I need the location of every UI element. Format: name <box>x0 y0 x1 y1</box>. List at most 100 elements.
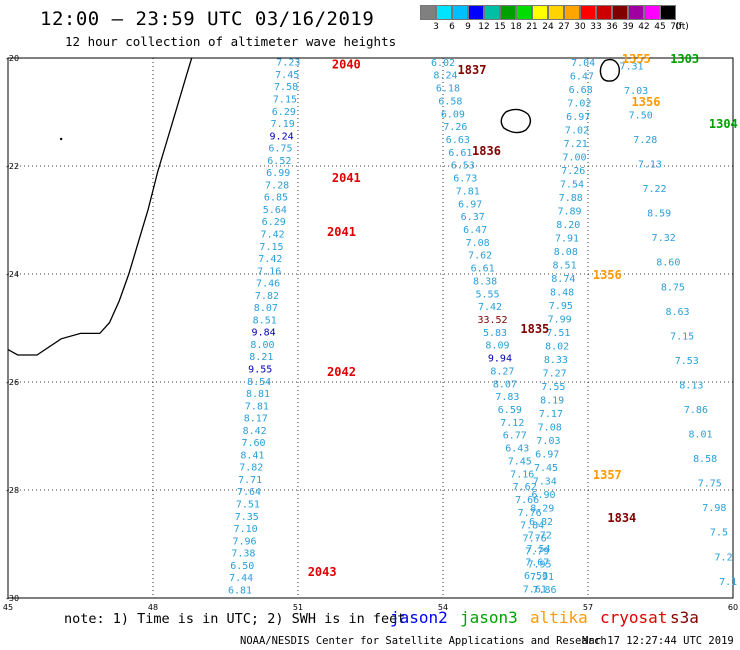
swh-value-label: 7.15 <box>259 242 283 253</box>
swh-value-label: 7.86 <box>684 405 708 416</box>
swh-value-label: 7.17 <box>539 409 563 420</box>
legend-label: 70 <box>670 22 682 32</box>
islet-dot <box>59 137 63 141</box>
swh-value-label: 7.88 <box>559 193 583 204</box>
pass-label: 1356 <box>593 268 622 282</box>
swh-value-label: 7.1 <box>719 577 737 588</box>
swh-value-label: 7.02 <box>567 99 591 110</box>
pass-label: 1835 <box>520 322 549 336</box>
swh-value-label: 6.09 <box>441 109 465 120</box>
swh-value-label: 7.83 <box>495 392 519 403</box>
x-tick-label: 60 <box>728 603 738 612</box>
swh-value-label: 7.38 <box>231 549 255 560</box>
swh-value-label: 9.24 <box>270 131 294 142</box>
legend-label: 3 <box>433 22 439 32</box>
reunion-island <box>500 108 532 134</box>
swh-value-label: 8.81 <box>246 389 270 400</box>
swh-value-label: 7.62 <box>468 251 492 262</box>
swh-value-label: 7.81 <box>456 186 480 197</box>
swh-value-label: 8.54 <box>247 377 271 388</box>
swh-value-label: 8.58 <box>693 454 717 465</box>
swh-value-label: 7.02 <box>565 126 589 137</box>
pass-label: 2041 <box>327 225 356 239</box>
swh-value-label: 9.94 <box>488 354 512 365</box>
swh-value-label: 7.15 <box>273 95 297 106</box>
legend-label: 30 <box>574 22 586 32</box>
pass-label: 2041 <box>332 171 361 185</box>
swh-value-label: 7.91 <box>530 572 554 583</box>
swh-value-label: 8.75 <box>661 282 685 293</box>
swh-value-label: 7.50 <box>629 110 653 121</box>
swh-value-label: 5.83 <box>483 328 507 339</box>
swh-value-label: 7.91 <box>555 234 579 245</box>
legend-swatch <box>644 5 660 20</box>
swh-value-label: 8.59 <box>647 209 671 220</box>
footer-note: note: 1) Time is in UTC; 2) SWH is in fe… <box>64 611 406 627</box>
swh-value-label: 7.55 <box>541 382 565 393</box>
legend-labels: 3 6 9 12 15 18 21 24 27 30 33 36 39 42 45 70 (ft) <box>420 20 689 34</box>
y-tick-label: -24 <box>6 270 19 279</box>
y-tick-label: -20 <box>6 54 19 63</box>
legend-label: 45 <box>654 22 666 32</box>
swh-value-label: 7.54 <box>560 180 584 191</box>
swh-value-label: 7.21 <box>564 139 588 150</box>
swh-value-label: 7.08 <box>466 238 490 249</box>
swh-value-label: 8.02 <box>545 342 569 353</box>
swh-value-label: 7.82 <box>239 463 263 474</box>
swh-value-label: 8.20 <box>556 220 580 231</box>
swh-value-label: 7.27 <box>543 369 567 380</box>
pass-label: 1357 <box>593 468 622 482</box>
x-tick-label: 51 <box>293 603 303 612</box>
swh-value-label: 7.13 <box>638 160 662 171</box>
swh-value-label: 6.52 <box>267 156 291 167</box>
swh-value-label: 7.44 <box>229 573 253 584</box>
swh-value-label: 7.45 <box>508 456 532 467</box>
swh-value-label: 8.00 <box>250 340 274 351</box>
swh-value-label: 7.5 <box>710 528 728 539</box>
swh-value-label: 6.29 <box>272 107 296 118</box>
swh-value-label: 6.77 <box>503 431 527 442</box>
swh-value-label: 8.21 <box>249 352 273 363</box>
swh-value-label: 7.45 <box>534 463 558 474</box>
swh-value-label: 7.42 <box>258 254 282 265</box>
swh-value-label: 7.76 <box>518 508 542 519</box>
pass-label: 1834 <box>607 511 636 525</box>
swh-value-label: 6.50 <box>230 561 254 572</box>
footer-credit: NOAA/NESDIS Center for Satellite Applica… <box>240 635 607 647</box>
satellite-cryosat-label: cryosat <box>600 608 668 627</box>
swh-value-label: 8.48 <box>550 288 574 299</box>
legend-label: 6 <box>449 22 455 32</box>
swh-value-label: 7.28 <box>265 180 289 191</box>
swh-value-label: 6.90 <box>531 490 555 501</box>
swh-value-label: 5.55 <box>476 289 500 300</box>
swh-value-label: 7.99 <box>548 315 572 326</box>
legend-label: (ft) <box>675 22 689 32</box>
y-tick-label: -26 <box>6 378 19 387</box>
swh-value-label: 7.76 <box>523 534 547 545</box>
legend-swatch <box>596 5 612 20</box>
pass-label: 1356 <box>632 95 661 109</box>
pass-label: 1304 <box>709 117 738 131</box>
swh-value-label: 5.64 <box>263 205 287 216</box>
swh-value-label: 8.51 <box>253 315 277 326</box>
swh-value-label: 6.97 <box>566 112 590 123</box>
swh-value-label: 7.58 <box>274 82 298 93</box>
swh-value-label: 8.01 <box>689 430 713 441</box>
swh-value-label: 7.62 <box>513 482 537 493</box>
pass-label: 2040 <box>332 57 361 71</box>
swh-value-label: 6.82 <box>529 517 553 528</box>
swh-value-label: 7.61 <box>523 585 547 596</box>
swh-value-label: 7.54 <box>527 544 551 555</box>
swh-value-label: 7.67 <box>525 558 549 569</box>
swh-value-label: 7.12 <box>500 418 524 429</box>
swh-value-label: 8.13 <box>679 380 703 391</box>
swh-value-label: 7.53 <box>675 356 699 367</box>
swh-value-label: 8.41 <box>240 450 264 461</box>
pass-label: 2042 <box>327 365 356 379</box>
satellite-jason3-label: jason3 <box>460 608 518 627</box>
swh-value-label: 6.97 <box>458 199 482 210</box>
swh-value-label: 8.07 <box>254 303 278 314</box>
swh-value-label: 33.52 <box>477 315 507 326</box>
pass-label: 2043 <box>308 565 337 579</box>
